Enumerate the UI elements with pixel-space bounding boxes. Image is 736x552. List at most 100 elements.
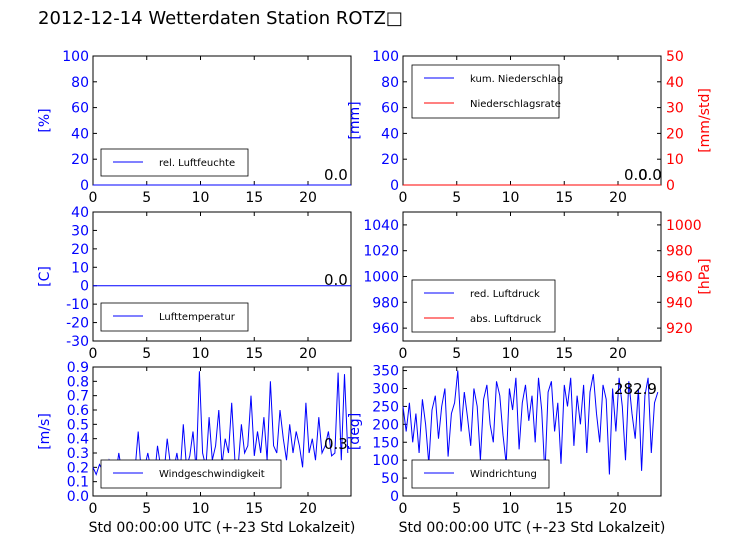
page-title: 2012-12-14 Wetterdaten Station ROTZ□ <box>38 8 403 29</box>
temperature-legend-label: Lufttemperatur <box>159 312 236 323</box>
pressure-xtick-label: 20 <box>609 346 627 362</box>
precipitation-ytick-right-label: 10 <box>666 152 684 168</box>
pressure-ylabel-right: [hPa] <box>697 258 713 294</box>
winddirection-series-line-0 <box>402 370 659 475</box>
windspeed-ytick-label: 0.4 <box>67 432 89 448</box>
winddirection-legend-box <box>411 459 550 489</box>
humidity-ytick-label: 100 <box>62 49 89 65</box>
windspeed-legend-label: Windgeschwindigkeit <box>159 469 265 480</box>
precipitation-ytick-right-label: 30 <box>666 101 684 117</box>
temperature-ytick-label: 0 <box>80 279 89 295</box>
winddirection-ylabel: [deg] <box>347 413 363 450</box>
temperature-legend-box <box>100 302 249 332</box>
precipitation-ytick-label: 20 <box>381 152 399 168</box>
precipitation-xtick-label: 0 <box>399 190 408 206</box>
precipitation-xtick-label: 20 <box>609 190 627 206</box>
windspeed-ytick-label: 0.2 <box>67 460 89 476</box>
pressure-legend-label: abs. Luftdruck <box>470 314 541 325</box>
humidity-ytick-label: 20 <box>71 152 89 168</box>
temperature-ytick-label: 20 <box>71 242 89 258</box>
pressure-ytick-label: 980 <box>372 295 399 311</box>
humidity-xtick-label: 10 <box>192 190 210 206</box>
pressure-xtick-label: 5 <box>452 346 461 362</box>
windspeed-xlabel: Std 00:00:00 UTC (+-23 Std Lokalzeit) <box>89 520 356 536</box>
precipitation-ytick-label: 40 <box>381 126 399 142</box>
humidity-xtick-label: 15 <box>245 190 263 206</box>
humidity-ytick-label: 40 <box>71 126 89 142</box>
precipitation-ytick-label: 100 <box>372 49 399 65</box>
temperature-xtick-label: 0 <box>89 346 98 362</box>
winddirection-ytick-label: 100 <box>372 453 399 469</box>
precipitation-ytick-label: 80 <box>381 75 399 91</box>
precipitation-ytick-right-label: 40 <box>666 75 684 91</box>
temperature-ytick-label: 30 <box>71 223 89 239</box>
windspeed-xtick-label: 5 <box>142 501 151 517</box>
windspeed-xtick-label: 20 <box>299 501 317 517</box>
pressure-ytick-label: 1000 <box>363 270 399 286</box>
precipitation-ylabel-right: [mm/std] <box>697 88 713 153</box>
winddirection-xtick-label: 0 <box>399 501 408 517</box>
humidity-ytick-label: 80 <box>71 75 89 91</box>
temperature-ylabel: [C] <box>37 266 53 287</box>
precipitation-ylabel: [mm] <box>347 101 363 139</box>
pressure-ytick-right-label: 980 <box>666 244 693 260</box>
winddirection-ytick-label: 200 <box>372 417 399 433</box>
humidity-ytick-label: 60 <box>71 101 89 117</box>
temperature-xtick-label: 5 <box>142 346 151 362</box>
precipitation-value-annotation: 0.0 <box>624 166 648 184</box>
pressure-ytick-right-label: 960 <box>666 270 693 286</box>
pressure-ytick-label: 960 <box>372 321 399 337</box>
precipitation-xtick-label: 5 <box>452 190 461 206</box>
precipitation-legend-box <box>411 64 560 119</box>
pressure-legend-box <box>411 279 556 333</box>
winddirection-ytick-label: 150 <box>372 435 399 451</box>
windspeed-xtick-label: 10 <box>192 501 210 517</box>
windspeed-ytick-label: 0.1 <box>67 475 89 491</box>
precipitation-legend-label: kum. Niederschlag <box>470 74 563 85</box>
windspeed-ytick-label: 0.5 <box>67 417 89 433</box>
windspeed-ylabel: [m/s] <box>37 413 53 450</box>
windspeed-xtick-label: 0 <box>89 501 98 517</box>
temperature-xtick-label: 10 <box>192 346 210 362</box>
pressure-xtick-label: 0 <box>399 346 408 362</box>
winddirection-ytick-label: 250 <box>372 399 399 415</box>
precipitation-ytick-label: 60 <box>381 101 399 117</box>
temperature-xtick-label: 20 <box>299 346 317 362</box>
pressure-ytick-right-label: 940 <box>666 295 693 311</box>
windspeed-value-annotation: 0.3 <box>324 435 348 453</box>
winddirection-ytick-label: 350 <box>372 364 399 380</box>
temperature-value-annotation: 0.0 <box>324 271 348 289</box>
temperature-ytick-label: -30 <box>66 334 89 350</box>
pressure-legend-label: red. Luftdruck <box>470 289 540 300</box>
pressure-ytick-right-label: 1000 <box>666 218 702 234</box>
precipitation-xtick-label: 10 <box>502 190 520 206</box>
winddirection-xtick-label: 20 <box>609 501 627 517</box>
winddirection-ytick-label: 0 <box>390 489 399 505</box>
windspeed-ytick-label: 0.6 <box>67 403 89 419</box>
winddirection-xtick-label: 15 <box>555 501 573 517</box>
windspeed-ytick-label: 0.9 <box>67 360 89 376</box>
pressure-xtick-label: 10 <box>502 346 520 362</box>
pressure-ytick-label: 1020 <box>363 244 399 260</box>
humidity-xtick-label: 0 <box>89 190 98 206</box>
precipitation-value-annotation-2: 0.0 <box>638 166 662 184</box>
temperature-ytick-label: 40 <box>71 205 89 221</box>
winddirection-xtick-label: 5 <box>452 501 461 517</box>
temperature-ytick-label: -20 <box>66 316 89 332</box>
humidity-ytick-label: 0 <box>80 178 89 194</box>
winddirection-xtick-label: 10 <box>502 501 520 517</box>
windspeed-legend-box <box>100 459 282 489</box>
humidity-xtick-label: 20 <box>299 190 317 206</box>
temperature-ytick-label: 10 <box>71 260 89 276</box>
temperature-xtick-label: 15 <box>245 346 263 362</box>
windspeed-ytick-label: 0.8 <box>67 374 89 390</box>
windspeed-xtick-label: 15 <box>245 501 263 517</box>
precipitation-ytick-right-label: 50 <box>666 49 684 65</box>
humidity-xtick-label: 5 <box>142 190 151 206</box>
humidity-legend-label: rel. Luftfeuchte <box>159 158 235 169</box>
temperature-ytick-label: -10 <box>66 297 89 313</box>
windspeed-ytick-label: 0.0 <box>67 489 89 505</box>
pressure-ytick-right-label: 920 <box>666 321 693 337</box>
precipitation-xtick-label: 15 <box>555 190 573 206</box>
